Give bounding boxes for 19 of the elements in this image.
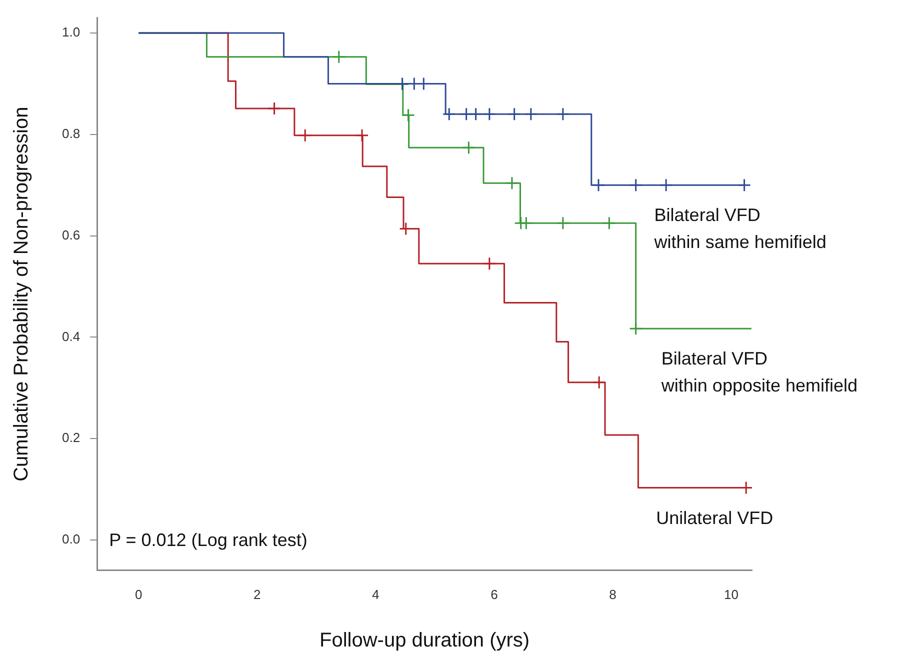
series-label: Unilateral VFD	[656, 508, 774, 528]
y-tick-label: 1.0	[62, 24, 80, 40]
x-tick-label: 10	[724, 586, 738, 602]
y-tick-label: 0.4	[62, 328, 80, 344]
y-tick-label: 0.8	[62, 126, 80, 141]
y-axis-title: Cumulative Probability of Non-progression	[10, 106, 33, 482]
y-tick-label: 0.0	[62, 532, 80, 547]
x-axis-title: Follow-up duration (yrs)	[319, 630, 530, 652]
point	[401, 108, 415, 122]
y-tick-label: 0.2	[62, 430, 80, 446]
x-tick-label: 2	[253, 586, 261, 602]
x-tick-label: 4	[372, 586, 380, 602]
series-label: Bilateral VFD within same hemifield	[653, 205, 826, 252]
series-label: Bilateral VFD within opposite hemifield	[660, 348, 858, 396]
x-tick-label: 8	[609, 586, 616, 602]
y-tick-label: 0.6	[62, 227, 80, 242]
x-tick-label: 0	[134, 586, 142, 602]
x-tick-label: 6	[490, 586, 498, 602]
annotation: P = 0.012 (Log rank test)	[109, 530, 308, 550]
